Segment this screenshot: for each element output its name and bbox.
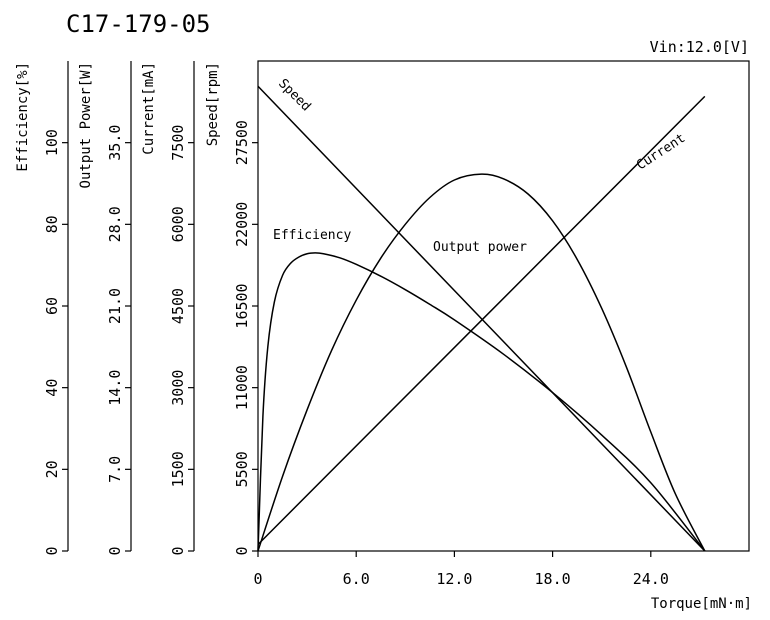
voltage-condition: Vin:12.0[V]: [650, 38, 749, 56]
current-tick-label: 1500: [169, 451, 187, 487]
current-tick-label: 4500: [169, 288, 187, 324]
output-power-curve: [257, 173, 706, 552]
power-axis-title: Output Power[W]: [78, 62, 94, 188]
current-curve: [257, 95, 706, 545]
speed-tick-label: 16500: [233, 283, 251, 328]
speed-curve: [257, 85, 706, 552]
efficiency-tick-label: 0: [43, 546, 61, 555]
current-tick-label: 7500: [169, 125, 187, 161]
power-tick-label: 7.0: [106, 456, 124, 483]
current-axis-title: Current[mA]: [141, 62, 157, 155]
speed-tick-label: 5500: [233, 451, 251, 487]
x-axis-label: Torque[mN·m]: [651, 596, 752, 612]
efficiency-tick-label: 20: [43, 460, 61, 478]
speed-tick-label: 0: [233, 546, 251, 555]
speed-tick-label: 27500: [233, 120, 251, 165]
output-power-curve-label: Output power: [433, 240, 527, 255]
x-tick-label: 0: [253, 570, 262, 588]
speed-tick-label: 11000: [233, 365, 251, 410]
power-tick-label: 35.0: [106, 125, 124, 161]
x-tick-label: 18.0: [535, 570, 571, 588]
power-tick-label: 28.0: [106, 206, 124, 242]
power-tick-label: 14.0: [106, 370, 124, 406]
efficiency-tick-label: 40: [43, 379, 61, 397]
x-tick-label: 12.0: [436, 570, 472, 588]
current-curve-label: Current: [634, 131, 688, 173]
current-tick-label: 0: [169, 546, 187, 555]
y-axes: 0 20 40 60 80 100 Efficiency[%] 0 7.0 14.0 21.0 28.…: [15, 61, 258, 556]
current-tick-label: 3000: [169, 370, 187, 406]
speed-tick-label: 22000: [233, 202, 251, 247]
speed-axis-title: Speed[rpm]: [205, 62, 221, 146]
efficiency-curve: [257, 252, 706, 552]
x-tick-label: 24.0: [633, 570, 669, 588]
efficiency-curve-label: Efficiency: [273, 228, 351, 243]
series-layer: [257, 85, 706, 552]
efficiency-axis-title: Efficiency[%]: [15, 62, 31, 172]
efficiency-tick-label: 100: [43, 129, 61, 156]
power-tick-label: 21.0: [106, 288, 124, 324]
current-tick-label: 6000: [169, 206, 187, 242]
efficiency-tick-label: 80: [43, 215, 61, 233]
speed-curve-label: Speed: [275, 76, 313, 114]
chart-title: C17-179-05: [66, 10, 211, 38]
x-tick-label: 6.0: [343, 570, 370, 588]
efficiency-tick-label: 60: [43, 297, 61, 315]
power-tick-label: 0: [106, 546, 124, 555]
x-axis: 0 6.0 12.0 18.0 24.0: [253, 551, 669, 588]
